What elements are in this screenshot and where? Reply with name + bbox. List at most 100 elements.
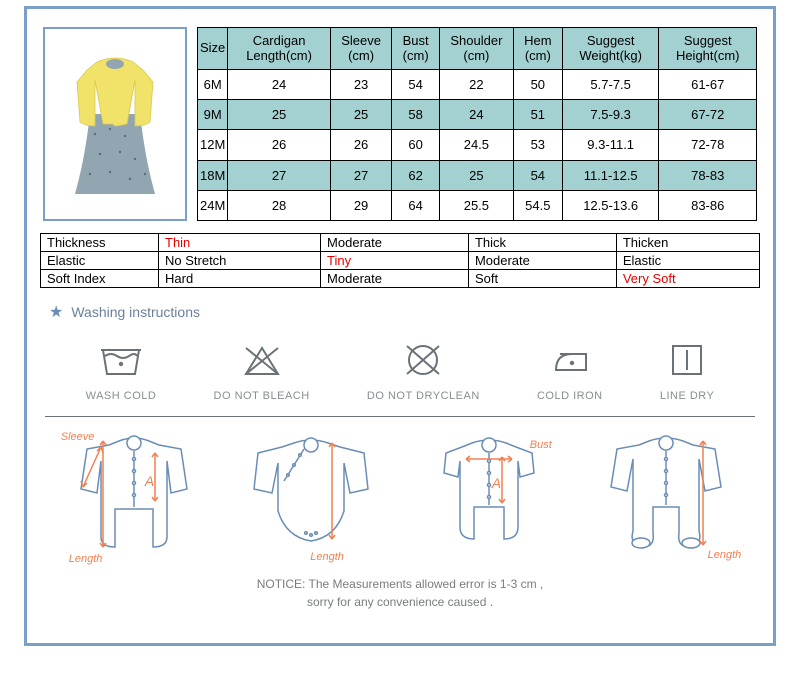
size-table-row: 12M26266024.5539.3-11.172-78 <box>198 130 757 160</box>
size-cell: 26 <box>330 130 391 160</box>
size-cell: 26 <box>228 130 331 160</box>
attr-cell: Thick <box>468 234 616 252</box>
size-cell: 22 <box>440 70 514 100</box>
no-dryclean-icon <box>399 340 447 380</box>
col-size: Size <box>198 28 228 70</box>
attribute-table: ThicknessThinModerateThickThickenElastic… <box>40 233 760 288</box>
product-image-icon <box>55 44 175 204</box>
size-cell: 18M <box>198 160 228 190</box>
size-cell: 28 <box>228 190 331 220</box>
size-cell: 78-83 <box>659 160 757 190</box>
no-dryclean-label: DO NOT DRYCLEAN <box>367 390 480 402</box>
col-height: Suggest Height(cm) <box>659 28 757 70</box>
size-cell: 25 <box>440 160 514 190</box>
size-table-row: 9M25255824517.5-9.367-72 <box>198 100 757 130</box>
notice-text: NOTICE: The Measurements allowed error i… <box>27 575 773 611</box>
size-cell: 24.5 <box>440 130 514 160</box>
attr-cell: Moderate <box>321 270 469 288</box>
line-dry-label: LINE DRY <box>660 390 715 402</box>
size-cell: 9.3-11.1 <box>562 130 659 160</box>
size-cell: 54 <box>513 160 562 190</box>
size-cell: 64 <box>392 190 440 220</box>
star-icon: ★ <box>49 302 63 322</box>
attr-cell: Tiny <box>321 252 469 270</box>
size-cell: 53 <box>513 130 562 160</box>
no-bleach-label: DO NOT BLEACH <box>214 390 310 402</box>
size-cell: 29 <box>330 190 391 220</box>
col-cardigan-length: Cardigan Length(cm) <box>228 28 331 70</box>
product-thumbnail <box>43 27 187 221</box>
attr-cell: Moderate <box>321 234 469 252</box>
size-cell: 12M <box>198 130 228 160</box>
attr-cell: Elastic <box>616 252 759 270</box>
col-bust: Bust (cm) <box>392 28 440 70</box>
diag1-a-label: A <box>145 473 154 489</box>
size-cell: 6M <box>198 70 228 100</box>
diag3-a-label: A <box>492 475 501 491</box>
document-frame: Size Cardigan Length(cm) Sleeve (cm) Bus… <box>24 6 776 646</box>
attr-cell: Moderate <box>468 252 616 270</box>
size-cell: 11.1-12.5 <box>562 160 659 190</box>
size-cell: 67-72 <box>659 100 757 130</box>
diagram-romper-long: Sleeve A Length <box>59 427 209 567</box>
notice-line2: sorry for any convenience caused . <box>27 593 773 611</box>
size-cell: 5.7-7.5 <box>562 70 659 100</box>
size-cell: 24M <box>198 190 228 220</box>
cold-iron-item: COLD IRON <box>537 340 603 402</box>
size-table-row: 24M28296425.554.512.5-13.683-86 <box>198 190 757 220</box>
size-cell: 54.5 <box>513 190 562 220</box>
no-bleach-icon <box>238 340 286 380</box>
size-table-row: 18M272762255411.1-12.578-83 <box>198 160 757 190</box>
wash-cold-icon <box>97 340 145 380</box>
size-cell: 50 <box>513 70 562 100</box>
no-bleach-item: DO NOT BLEACH <box>214 340 310 402</box>
size-cell: 62 <box>392 160 440 190</box>
divider <box>45 416 755 417</box>
diag1-sleeve-label: Sleeve <box>61 431 95 443</box>
cold-iron-label: COLD IRON <box>537 390 603 402</box>
size-cell: 83-86 <box>659 190 757 220</box>
col-hem: Hem (cm) <box>513 28 562 70</box>
line-dry-icon <box>663 340 711 380</box>
attr-cell: Thin <box>159 234 321 252</box>
wash-cold-item: WASH COLD <box>86 340 157 402</box>
diag1-length-label: Length <box>69 553 103 565</box>
wash-cold-label: WASH COLD <box>86 390 157 402</box>
attr-label: Elastic <box>41 252 159 270</box>
attr-cell: Thicken <box>616 234 759 252</box>
size-cell: 60 <box>392 130 440 160</box>
size-cell: 25.5 <box>440 190 514 220</box>
diagram-footed: Length <box>591 427 741 567</box>
attr-cell: Very Soft <box>616 270 759 288</box>
size-cell: 9M <box>198 100 228 130</box>
washing-title: ★ Washing instructions <box>49 302 751 322</box>
attr-cell: No Stretch <box>159 252 321 270</box>
diagram-bodysuit: Length <box>236 427 386 567</box>
size-cell: 51 <box>513 100 562 130</box>
top-section: Size Cardigan Length(cm) Sleeve (cm) Bus… <box>27 9 773 229</box>
diag3-bust-label: Bust <box>530 439 552 451</box>
size-cell: 25 <box>228 100 331 130</box>
size-cell: 61-67 <box>659 70 757 100</box>
size-cell: 7.5-9.3 <box>562 100 659 130</box>
size-table: Size Cardigan Length(cm) Sleeve (cm) Bus… <box>197 27 757 221</box>
line-dry-item: LINE DRY <box>660 340 715 402</box>
no-dryclean-item: DO NOT DRYCLEAN <box>367 340 480 402</box>
col-weight: Suggest Weight(kg) <box>562 28 659 70</box>
notice-line1: NOTICE: The Measurements allowed error i… <box>27 575 773 593</box>
washing-icons-row: WASH COLD DO NOT BLEACH DO NOT DRYCLEAN <box>49 340 751 402</box>
size-cell: 24 <box>228 70 331 100</box>
diag2-length-label: Length <box>310 551 344 563</box>
col-sleeve: Sleeve (cm) <box>330 28 391 70</box>
attr-label: Soft Index <box>41 270 159 288</box>
size-cell: 23 <box>330 70 391 100</box>
size-table-row: 6M24235422505.7-7.561-67 <box>198 70 757 100</box>
diagram-romper-short: Bust A <box>414 427 564 567</box>
size-cell: 12.5-13.6 <box>562 190 659 220</box>
attr-cell: Hard <box>159 270 321 288</box>
measurement-diagrams: Sleeve A Length Length <box>27 427 773 567</box>
attr-label: Thickness <box>41 234 159 252</box>
cold-iron-icon <box>546 340 594 380</box>
washing-section: ★ Washing instructions WASH COLD DO NOT … <box>27 302 773 402</box>
col-shoulder: Shoulder (cm) <box>440 28 514 70</box>
